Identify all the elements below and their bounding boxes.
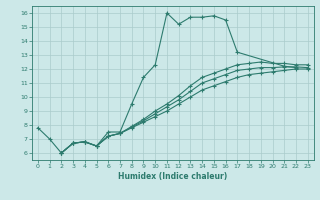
X-axis label: Humidex (Indice chaleur): Humidex (Indice chaleur): [118, 172, 228, 181]
